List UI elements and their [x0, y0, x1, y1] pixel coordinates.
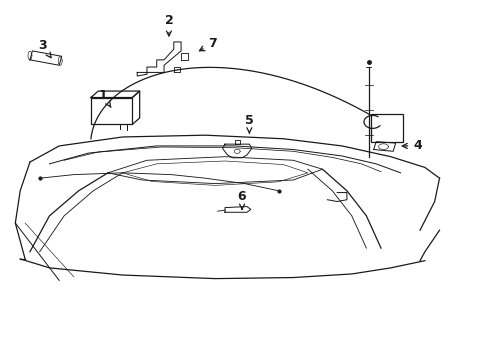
Text: 5: 5: [244, 114, 253, 133]
Text: 4: 4: [402, 139, 421, 152]
Text: 1: 1: [99, 89, 111, 107]
Text: 6: 6: [237, 190, 246, 209]
Text: 3: 3: [38, 39, 51, 58]
Bar: [370, 114, 402, 142]
Text: 7: 7: [199, 37, 217, 51]
Text: 2: 2: [164, 14, 173, 36]
Bar: [91, 98, 132, 125]
